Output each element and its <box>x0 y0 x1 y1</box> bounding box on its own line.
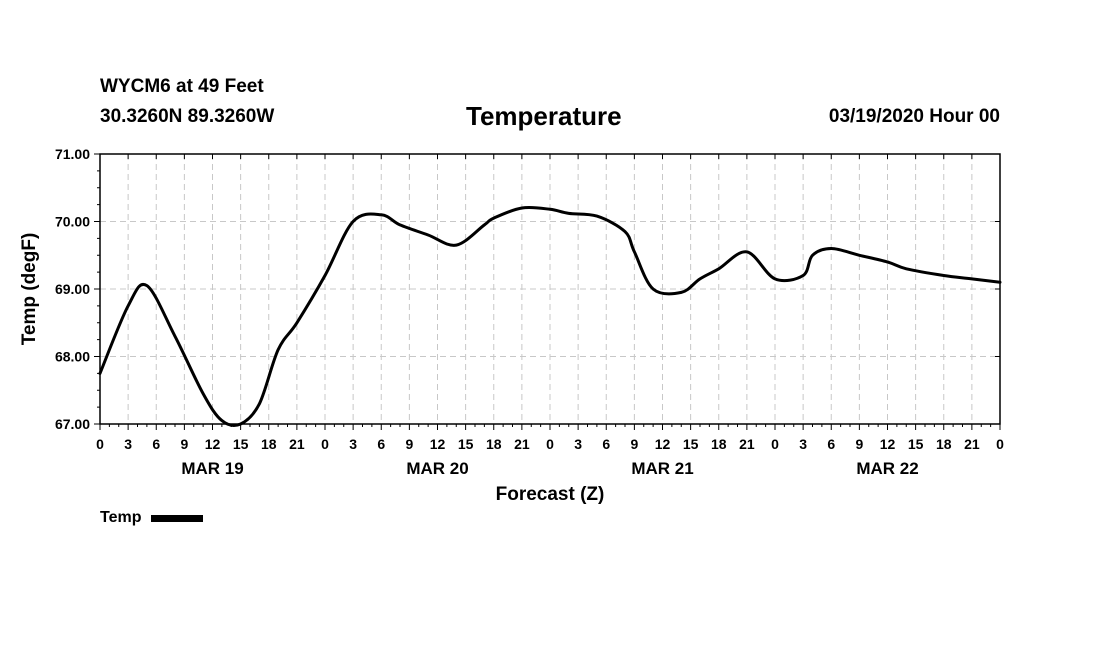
series-point-temp <box>774 278 776 280</box>
series-point-temp <box>999 281 1001 283</box>
x-tick-label: 0 <box>546 436 554 452</box>
x-axis-label: Forecast (Z) <box>496 484 605 505</box>
y-tick-label: 70.00 <box>55 214 90 230</box>
series-point-temp <box>324 275 326 276</box>
x-tick-label: 0 <box>96 436 104 452</box>
x-tick-label: 12 <box>880 436 896 452</box>
series-point-temp <box>202 393 204 395</box>
series-point-temp <box>240 423 242 425</box>
x-tick-label: 18 <box>261 436 277 452</box>
x-tick-label: 0 <box>771 436 779 452</box>
series-layer <box>98 205 1002 427</box>
series-point-temp <box>99 372 101 374</box>
x-tick-label: 21 <box>964 436 980 452</box>
x-tick-label: 15 <box>233 436 249 452</box>
series-point-temp <box>624 231 626 233</box>
series-point-temp <box>905 268 907 270</box>
series-point-temp <box>521 207 523 209</box>
day-label: MAR 20 <box>406 459 468 478</box>
series-point-temp <box>174 335 176 337</box>
x-tick-label: 0 <box>996 436 1004 452</box>
x-tick-label: 18 <box>711 436 727 452</box>
series-point-temp <box>718 268 720 270</box>
series-point-temp <box>830 248 832 249</box>
x-tick-label: 18 <box>486 436 502 452</box>
series-point-temp <box>493 217 495 219</box>
day-label: MAR 21 <box>631 459 693 478</box>
y-tick-label: 69.00 <box>55 281 90 297</box>
legend-label: Temp <box>100 509 142 526</box>
series-point-temp <box>680 291 682 293</box>
x-tick-label: 12 <box>655 436 671 452</box>
y-tick-label: 67.00 <box>55 416 90 432</box>
series-point-temp <box>596 215 598 217</box>
series-point-temp <box>549 208 551 210</box>
tick-marks <box>94 153 1001 430</box>
series-point-temp <box>455 244 457 246</box>
x-tick-label: 6 <box>377 436 385 452</box>
series-point-temp <box>858 254 860 256</box>
x-tick-label: 15 <box>683 436 699 452</box>
x-tick-label: 15 <box>458 436 474 452</box>
x-tick-label: 6 <box>152 436 160 452</box>
series-point-temp <box>652 288 654 290</box>
x-tick-label: 3 <box>349 436 357 452</box>
day-label: MAR 19 <box>181 459 243 478</box>
series-point-temp <box>802 275 804 276</box>
x-tick-label: 9 <box>405 436 413 452</box>
x-tick-label: 0 <box>321 436 329 452</box>
gridlines <box>100 154 1000 424</box>
series-point-temp <box>296 322 298 324</box>
series-point-temp <box>277 349 279 351</box>
x-tick-label: 3 <box>799 436 807 452</box>
station-name: WYCM6 at 49 Feet <box>100 76 264 97</box>
x-tick-label: 21 <box>289 436 305 452</box>
legend: Temp <box>100 509 204 527</box>
series-point-temp <box>352 221 354 222</box>
series-point-temp <box>971 278 973 280</box>
series-point-temp <box>399 224 401 226</box>
y-axis-label: Temp (degF) <box>19 233 40 346</box>
x-tick-label: 9 <box>855 436 863 452</box>
y-tick-label: 71.00 <box>55 146 90 162</box>
series-point-temp <box>699 278 701 280</box>
day-labels: MAR 19 MAR 20 MAR 21 MAR 22 <box>181 459 918 478</box>
series-point-temp <box>146 285 148 287</box>
x-tick-label: 15 <box>908 436 924 452</box>
series-point-temp <box>812 254 813 256</box>
y-tick-labels: 67.00 68.00 69.00 70.00 71.00 <box>55 146 90 432</box>
y-tick-label: 68.00 <box>55 349 90 365</box>
station-coordinates: 30.3260N 89.3260W <box>100 106 275 127</box>
series-point-temp <box>127 305 129 307</box>
day-label: MAR 22 <box>856 459 918 478</box>
x-tick-label: 12 <box>430 436 446 452</box>
series-point-temp <box>258 403 260 405</box>
x-tick-label: 21 <box>739 436 755 452</box>
x-tick-label: 6 <box>602 436 610 452</box>
x-tick-label: 12 <box>205 436 221 452</box>
x-tick-label: 9 <box>630 436 638 452</box>
x-tick-labels: 0 3 6 9 12 15 18 21 0 3 6 9 12 15 18 21 0 3 6 9 12 15 18 21 0 3 6 9… <box>96 436 1004 452</box>
series-point-temp <box>568 212 570 214</box>
series-point-temp <box>483 224 485 226</box>
forecast-run-time: 03/19/2020 Hour 00 <box>828 106 1000 127</box>
series-point-temp <box>380 214 382 216</box>
x-tick-label: 3 <box>124 436 132 452</box>
chart-title: Temperature <box>466 101 622 131</box>
series-point-temp <box>746 251 748 253</box>
x-tick-label: 18 <box>936 436 952 452</box>
series-point-temp <box>943 275 945 276</box>
series-point-temp <box>427 234 429 236</box>
x-tick-label: 6 <box>827 436 835 452</box>
x-tick-label: 3 <box>574 436 582 452</box>
x-tick-label: 21 <box>514 436 530 452</box>
series-point-temp <box>633 251 635 253</box>
legend-swatch <box>151 514 204 522</box>
series-point-temp <box>221 420 223 422</box>
series-point-temp <box>887 261 888 263</box>
x-tick-label: 9 <box>180 436 188 452</box>
